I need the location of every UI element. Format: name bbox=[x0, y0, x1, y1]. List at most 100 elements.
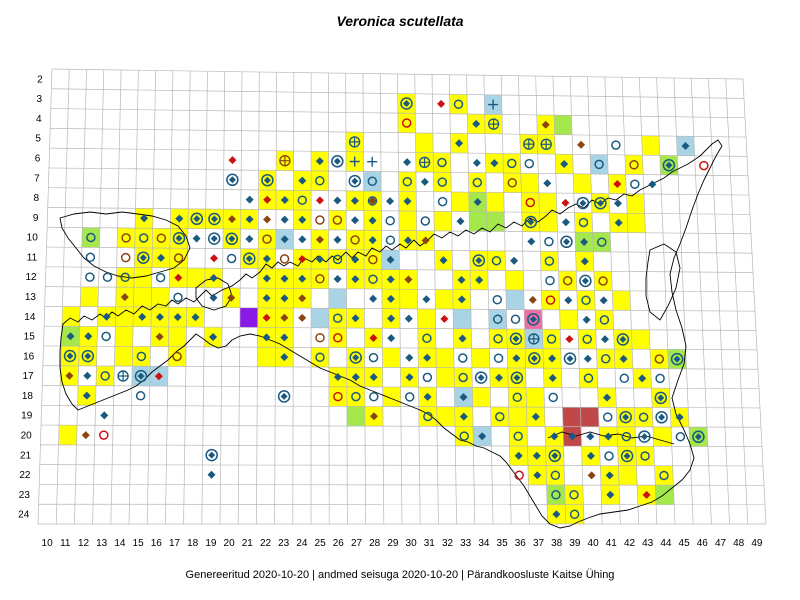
grid-line-horizontal bbox=[43, 345, 758, 351]
grid-cell bbox=[382, 387, 401, 407]
marker-diamond bbox=[245, 195, 254, 204]
marker-circle bbox=[100, 371, 110, 381]
marker-circle bbox=[315, 215, 325, 225]
grid-line-horizontal bbox=[50, 108, 746, 119]
marker-diamond-ring bbox=[226, 173, 239, 187]
marker-diamond bbox=[210, 254, 218, 263]
x-tick-label: 43 bbox=[642, 538, 654, 549]
x-tick-label: 25 bbox=[315, 538, 327, 549]
marker-circle bbox=[545, 275, 555, 286]
marker-diamond bbox=[604, 432, 613, 441]
marker-diamond bbox=[298, 294, 307, 303]
grid-line-vertical bbox=[621, 77, 639, 525]
x-tick-label: 39 bbox=[569, 538, 581, 549]
grid-cell bbox=[258, 229, 276, 249]
marker-circle bbox=[332, 313, 343, 323]
marker-circle bbox=[85, 272, 95, 282]
coastline-west-island bbox=[59, 211, 191, 279]
grid-line-horizontal bbox=[41, 424, 762, 428]
grid-line-horizontal bbox=[49, 147, 748, 157]
marker-ring-cross bbox=[523, 138, 535, 150]
grid-line-vertical bbox=[397, 73, 403, 525]
marker-circle bbox=[368, 352, 379, 363]
grid-cell bbox=[435, 348, 455, 368]
marker-circle bbox=[654, 354, 665, 364]
south-border bbox=[547, 431, 675, 445]
marker-plus bbox=[367, 156, 378, 167]
x-tick-label: 31 bbox=[424, 538, 436, 549]
marker-diamond bbox=[619, 354, 628, 363]
grid-cell bbox=[257, 347, 276, 367]
grid-cell bbox=[558, 270, 577, 291]
marker-diamond bbox=[351, 216, 359, 225]
marker-diamond bbox=[84, 332, 93, 341]
marker-circle bbox=[630, 179, 640, 189]
marker-diamond bbox=[315, 255, 324, 264]
marker-circle bbox=[599, 315, 610, 325]
marker-circle bbox=[459, 431, 469, 441]
marker-diamond bbox=[207, 470, 216, 479]
marker-ring-cross bbox=[348, 136, 361, 148]
marker-diamond bbox=[561, 218, 570, 227]
grid-line-vertical bbox=[110, 69, 122, 525]
marker-circle bbox=[315, 274, 325, 284]
marker-diamond bbox=[606, 490, 615, 499]
marker-diamond-ring bbox=[208, 212, 221, 226]
marker-diamond bbox=[533, 471, 542, 480]
x-tick-label: 11 bbox=[60, 538, 71, 549]
x-tick-label: 28 bbox=[369, 538, 381, 549]
marker-circle bbox=[155, 272, 166, 283]
grid-line-vertical bbox=[37, 68, 53, 525]
marker-ring-cross bbox=[528, 333, 540, 345]
marker-circle bbox=[582, 334, 592, 344]
x-tick-label: 40 bbox=[588, 538, 600, 549]
y-tick-label: 7 bbox=[34, 173, 40, 184]
marker-circle bbox=[458, 353, 468, 363]
marker-diamond-ring bbox=[225, 232, 239, 246]
x-tick-label: 19 bbox=[205, 538, 217, 549]
grid-cell bbox=[81, 227, 100, 248]
grid-cell bbox=[311, 268, 329, 289]
lake-border bbox=[645, 243, 681, 321]
marker-diamond bbox=[245, 235, 254, 243]
grid-line-vertical bbox=[466, 74, 476, 525]
x-tick-label: 24 bbox=[296, 538, 308, 549]
marker-ring-cross bbox=[487, 118, 500, 130]
marker-circle bbox=[138, 233, 149, 243]
marker-diamond-ring bbox=[349, 351, 362, 364]
grid-cell bbox=[634, 407, 653, 427]
grid-cell bbox=[506, 290, 525, 310]
grid-line-horizontal bbox=[42, 365, 759, 370]
marker-diamond bbox=[548, 374, 557, 382]
x-tick-label: 46 bbox=[697, 538, 709, 549]
grid-cell bbox=[453, 309, 472, 329]
marker-diamond bbox=[280, 353, 289, 362]
x-tick-label: 38 bbox=[551, 538, 563, 549]
marker-diamond bbox=[599, 296, 608, 305]
marker-diamond bbox=[541, 120, 550, 129]
marker-diamond bbox=[209, 333, 218, 341]
marker-diamond bbox=[262, 333, 271, 342]
marker-diamond-ring bbox=[594, 196, 607, 210]
marker-circle bbox=[569, 509, 580, 520]
grid-cell bbox=[415, 132, 434, 153]
grid-cell bbox=[650, 349, 669, 369]
marker-circle bbox=[581, 295, 591, 306]
marker-diamond-ring bbox=[277, 390, 291, 403]
grid-line-vertical bbox=[535, 75, 548, 525]
grid-line-vertical bbox=[690, 78, 712, 525]
grid-line-vertical bbox=[414, 74, 421, 525]
grid-line-horizontal bbox=[46, 246, 753, 254]
marker-diamond bbox=[369, 294, 378, 303]
x-tick-label: 14 bbox=[114, 538, 126, 549]
marker-diamond bbox=[280, 294, 289, 303]
marker-diamond bbox=[298, 235, 307, 244]
marker-diamond bbox=[423, 392, 432, 401]
marker-diamond-ring bbox=[654, 391, 668, 405]
x-tick-label: 15 bbox=[133, 538, 145, 549]
grid-cell bbox=[488, 309, 507, 329]
marker-diamond bbox=[280, 215, 289, 224]
marker-diamond bbox=[245, 215, 254, 224]
marker-circle bbox=[512, 392, 523, 403]
